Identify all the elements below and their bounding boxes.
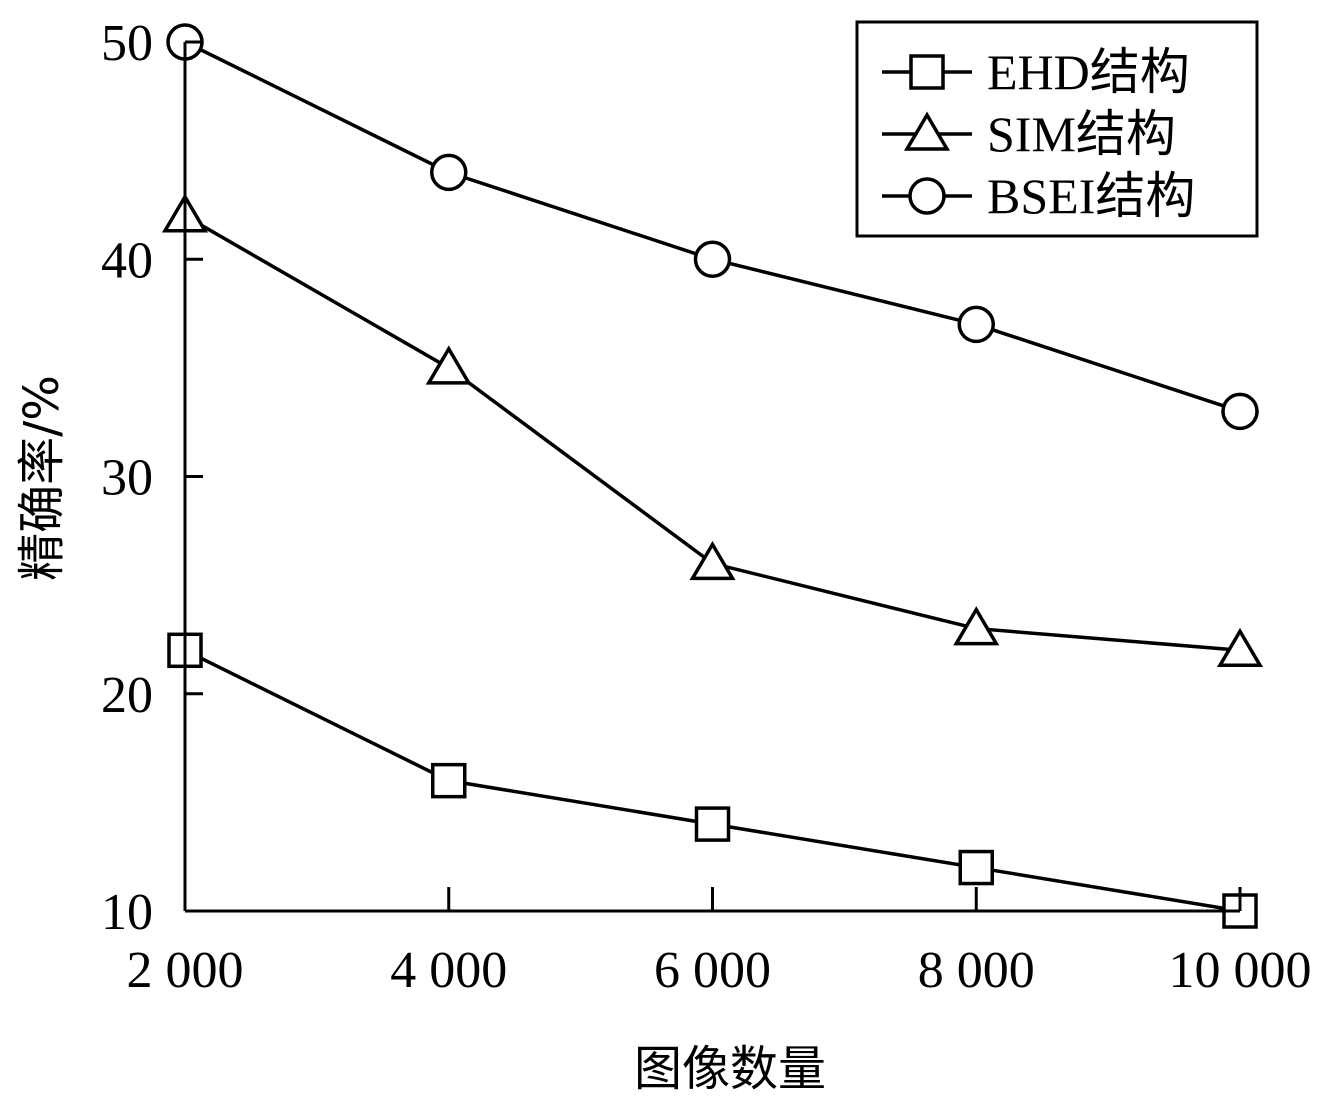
x-tick-label: 10 000: [1169, 942, 1312, 999]
legend-marker-square: [909, 54, 945, 90]
y-axis-title: 精确率/%: [14, 375, 70, 581]
series-square: [167, 632, 1258, 929]
data-point-triangle: [425, 345, 472, 385]
x-tick-label: 6 000: [654, 942, 771, 999]
legend-label: EHD结构: [987, 44, 1190, 100]
legend-label: SIM结构: [987, 106, 1176, 162]
data-point-square: [958, 849, 994, 886]
x-axis-title: 图像数量: [634, 1041, 826, 1097]
legend-item: BSEI结构: [882, 168, 1195, 224]
x-tick-label: 8 000: [918, 942, 1035, 999]
data-point-triangle: [1216, 627, 1264, 668]
series-triangle: [161, 193, 1264, 668]
legend-marker-triangle: [903, 111, 951, 151]
x-tick-label: 4 000: [390, 942, 507, 999]
series-line: [184, 648, 1241, 913]
x-tick-label: 2 000: [127, 942, 244, 999]
data-point-circle: [430, 153, 468, 192]
data-point-circle: [1221, 392, 1259, 431]
data-point-square: [431, 762, 467, 799]
legend-item: SIM结构: [882, 106, 1176, 162]
legend-marker-circle: [908, 177, 946, 215]
y-tick-label: 50: [101, 15, 153, 72]
legend: EHD结构 SIM结构 BSEI结构: [855, 20, 1259, 238]
data-point-triangle: [953, 606, 1000, 646]
y-tick-label: 30: [101, 450, 153, 507]
data-point-square: [694, 806, 731, 842]
x-axis: 2 000 4 000 6 000 8 000 10 000: [127, 887, 1312, 999]
y-tick-label: 20: [101, 667, 153, 724]
legend-item: EHD结构: [882, 44, 1190, 100]
data-point-triangle: [689, 540, 736, 581]
y-axis: 10 20 30 40 50: [101, 15, 203, 941]
series-line: [184, 214, 1241, 653]
series-layer: [161, 23, 1264, 929]
y-tick-label: 10: [101, 884, 153, 941]
data-point-circle: [693, 240, 732, 278]
data-point-circle: [957, 305, 995, 344]
y-tick-label: 40: [101, 232, 153, 289]
series-circle: [166, 23, 1259, 431]
legend-label: BSEI结构: [987, 168, 1195, 224]
